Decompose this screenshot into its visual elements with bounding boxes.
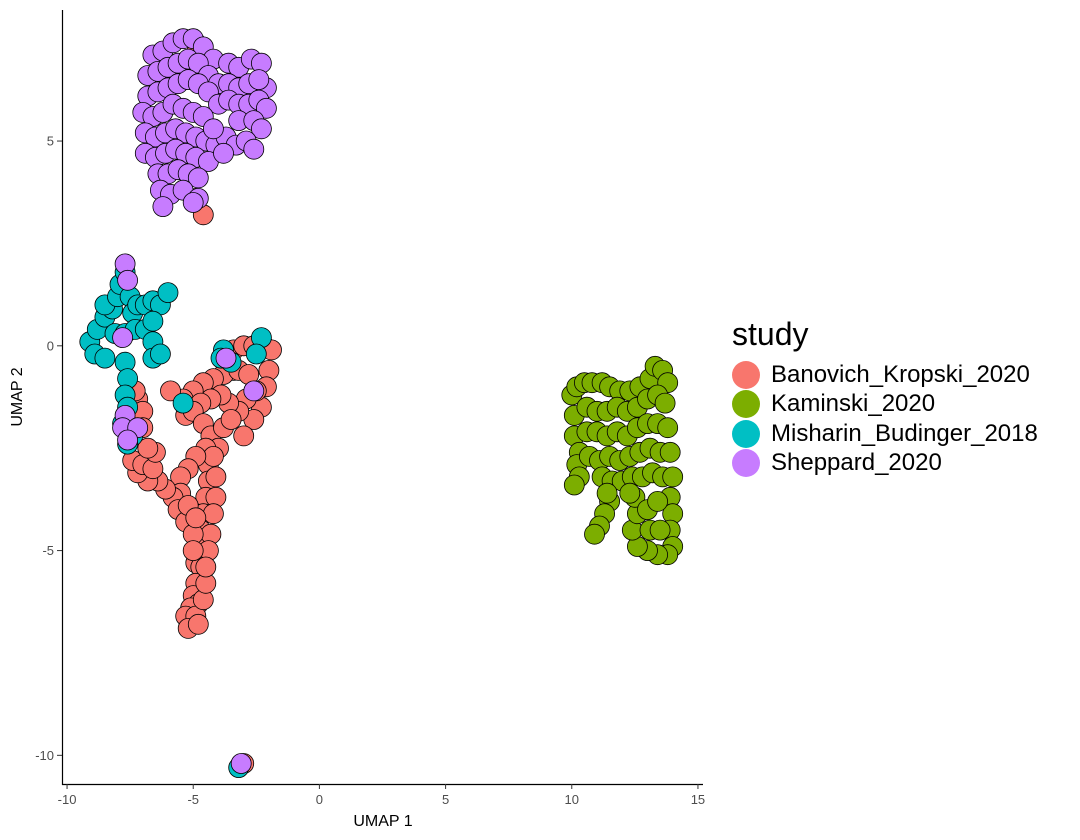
data-point (255, 97, 277, 119)
legend-key (732, 360, 760, 389)
data-point (243, 380, 265, 402)
data-point (187, 613, 209, 635)
y-tick-label: 0 (47, 338, 54, 353)
y-axis-title: UMAP 2 (9, 367, 26, 426)
y-tick-label: -10 (35, 748, 54, 763)
data-point (94, 347, 116, 369)
data-point (202, 503, 224, 525)
data-point (182, 192, 204, 213)
legend-item: Sheppard_2020 (732, 449, 1038, 479)
data-point (213, 142, 234, 164)
data-point (202, 445, 224, 467)
x-tick-label: 5 (442, 792, 449, 807)
legend-label: Misharin_Budinger_2018 (771, 419, 1038, 447)
data-point (662, 466, 684, 488)
legend-title: study (732, 316, 809, 352)
data-point (230, 753, 252, 774)
data-point (149, 343, 171, 365)
data-point (647, 490, 668, 512)
data-point (563, 474, 585, 496)
series-Sheppard_2020 (112, 28, 277, 774)
x-tick-label: -10 (58, 792, 77, 807)
legend-label: Banovich_Kropski_2020 (771, 360, 1030, 388)
legend-key (732, 419, 760, 448)
data-point (117, 429, 138, 451)
data-point (220, 409, 242, 430)
data-point (243, 138, 265, 160)
data-point (152, 196, 174, 218)
data-point (584, 523, 605, 545)
series-Kaminski_2020 (561, 355, 684, 566)
legend-item: Kaminski_2020 (732, 390, 1038, 420)
x-axis-title: UMAP 1 (353, 813, 412, 830)
y-tick-label: 5 (47, 134, 54, 149)
data-point (142, 310, 164, 332)
data-point (172, 392, 194, 414)
legend-label: Sheppard_2020 (771, 449, 942, 477)
data-point (112, 327, 133, 349)
data-point (250, 118, 272, 140)
data-point (157, 282, 179, 304)
data-point (654, 392, 676, 414)
points-layer (79, 28, 684, 778)
data-point (195, 556, 217, 578)
data-point (248, 69, 270, 90)
data-point (185, 507, 207, 529)
y-axis-ticks: -10 -5 0 5 (35, 134, 62, 763)
legend-item: Misharin_Budinger_2018 (732, 419, 1038, 449)
x-tick-label: 10 (565, 792, 579, 807)
data-point (596, 482, 618, 504)
x-tick-label: -5 (187, 792, 199, 807)
data-point (649, 519, 671, 541)
data-point (657, 417, 679, 439)
data-point (245, 343, 267, 365)
data-point (233, 425, 255, 447)
data-point (619, 482, 641, 504)
legend-key (732, 449, 760, 478)
data-point (215, 347, 237, 369)
data-point (117, 269, 138, 291)
y-tick-label: -5 (42, 543, 54, 558)
legend-key (732, 390, 760, 419)
x-tick-label: 15 (691, 792, 705, 807)
x-axis-ticks: -10 -5 0 5 10 15 (58, 784, 705, 807)
data-point (205, 466, 227, 488)
data-point (202, 118, 224, 140)
x-tick-label: 0 (316, 792, 323, 807)
legend: study Banovich_Kropski_2020 Kaminski_202… (732, 316, 1038, 478)
data-point (160, 380, 181, 402)
legend-label: Kaminski_2020 (771, 390, 936, 418)
data-point (137, 437, 159, 459)
data-point (187, 167, 209, 189)
legend-item: Banovich_Kropski_2020 (732, 360, 1038, 390)
data-point (182, 540, 204, 561)
data-point (659, 441, 681, 463)
